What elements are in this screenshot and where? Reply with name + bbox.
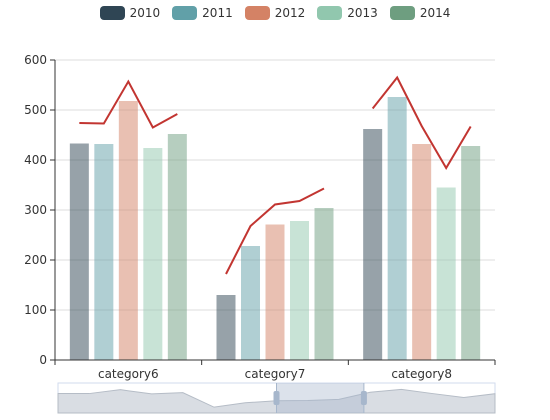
legend-label-2012: 2012 [274, 6, 306, 20]
y-tick-label: 600 [24, 53, 47, 67]
bar [94, 144, 114, 360]
bar [216, 295, 236, 360]
x-tick-label: category7 [245, 367, 306, 381]
legend-label-2010: 2010 [129, 6, 161, 20]
legend-item-2010[interactable]: 2010 [99, 6, 161, 20]
bar [363, 129, 383, 360]
x-tick-label: category6 [98, 367, 159, 381]
x-tick-label: category8 [391, 367, 452, 381]
line-group [79, 75, 472, 275]
series-line [371, 75, 472, 170]
legend-label-2013: 2013 [347, 6, 378, 20]
y-tick-label: 500 [24, 103, 47, 117]
y-tick-label: 0 [39, 353, 47, 367]
bar [241, 246, 260, 360]
bar [69, 143, 89, 360]
legend-swatch-2011 [172, 6, 198, 20]
legend-label-2011: 2011 [202, 6, 233, 20]
bar [387, 97, 407, 360]
legend-swatch-2014 [389, 6, 415, 20]
data-zoom-slider[interactable] [57, 382, 496, 414]
bar [290, 221, 309, 360]
y-tick-label: 300 [24, 203, 47, 217]
legend-item-2012[interactable]: 2012 [244, 6, 306, 20]
series-line [225, 187, 325, 275]
y-tick-label: 100 [24, 303, 47, 317]
legend-item-2011[interactable]: 2011 [172, 6, 233, 20]
slider-right-handle[interactable] [360, 391, 367, 405]
legend-item-2014[interactable]: 2014 [389, 6, 451, 20]
series-line [79, 79, 178, 129]
bar [143, 148, 163, 360]
legend: 2010 2011 2012 2013 2014 [0, 4, 550, 22]
bar [265, 224, 285, 360]
y-tick-label: 400 [24, 153, 47, 167]
slider-left-handle[interactable] [273, 391, 280, 405]
legend-swatch-2013 [317, 6, 343, 20]
bar [118, 101, 138, 360]
bar [167, 134, 187, 360]
bar [314, 208, 334, 360]
bar [436, 187, 456, 360]
legend-item-2013[interactable]: 2013 [317, 6, 378, 20]
bar [412, 144, 432, 360]
bar-group [69, 97, 481, 360]
legend-swatch-2010 [99, 6, 125, 20]
axes: 0 100 200 300 400 500 600 category6 category7 cat… [24, 53, 496, 381]
legend-label-2014: 2014 [419, 6, 451, 20]
slider-selected-range [276, 383, 364, 413]
legend-swatch-2012 [244, 6, 270, 20]
y-tick-label: 200 [24, 253, 47, 267]
bar [461, 146, 481, 360]
